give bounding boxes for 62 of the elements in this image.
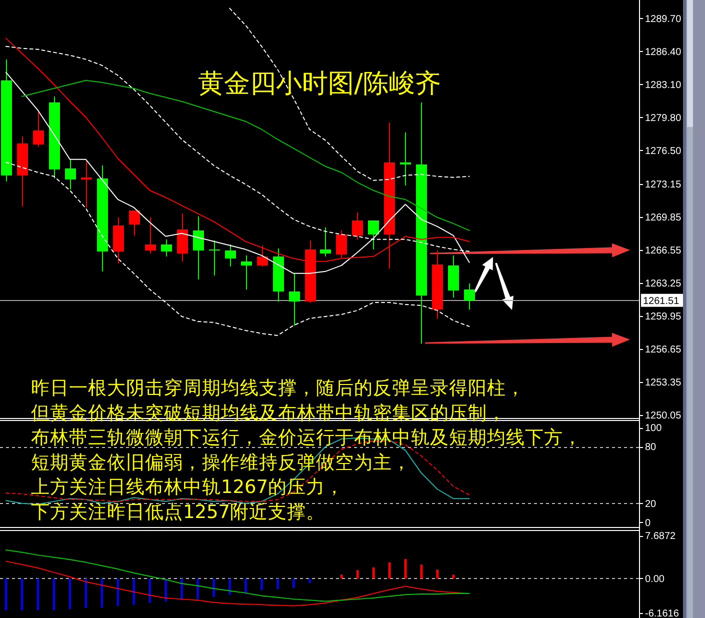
bar xyxy=(420,564,422,578)
y-tick-label: 0.00 xyxy=(645,574,665,585)
y-tick-label: 7.6872 xyxy=(645,531,676,542)
bar xyxy=(452,574,454,578)
y-tick-label: 0 xyxy=(645,518,651,529)
candlestick xyxy=(64,158,76,190)
bar xyxy=(228,578,231,595)
y-tick-label: 1283.10 xyxy=(645,80,682,91)
candlestick xyxy=(160,238,172,257)
y-tick-label: 1273.15 xyxy=(645,179,682,190)
candlestick xyxy=(288,272,300,326)
candlestick xyxy=(352,212,364,240)
annotation: 昨日一根大阴击穿周期均线支撑，随后的反弹呈录得阳柱， xyxy=(31,377,525,399)
y-tick-label: 1279.80 xyxy=(645,112,682,124)
y-tick-label: 1276.50 xyxy=(645,146,682,157)
bar xyxy=(116,578,119,606)
candlestick xyxy=(80,160,92,208)
bar xyxy=(340,574,343,578)
bar xyxy=(308,578,311,583)
ref-line-label: 1261.51 xyxy=(643,296,680,307)
bar xyxy=(196,578,199,600)
candlestick xyxy=(128,210,140,236)
candlestick xyxy=(144,216,156,254)
y-tick-label: 1250.05 xyxy=(645,410,682,422)
y-tick-label: 1286.40 xyxy=(645,46,682,58)
y-tick-label: 1263.25 xyxy=(645,278,682,290)
y-tick-label: 100 xyxy=(645,423,662,434)
bar xyxy=(84,578,87,608)
line-series xyxy=(5,550,470,602)
y-tick-label: 20 xyxy=(645,498,657,510)
y-tick-label: 1266.55 xyxy=(645,245,682,256)
y-tick-label: 1269.85 xyxy=(645,212,682,224)
y-tick-label: 1259.95 xyxy=(645,311,682,322)
bar xyxy=(148,578,151,603)
y-tick-label: 80 xyxy=(645,442,657,454)
candlestick xyxy=(464,282,476,310)
candlestick xyxy=(400,132,412,186)
bar xyxy=(164,578,167,602)
candlestick xyxy=(192,216,204,280)
y-tick-label: 1289.70 xyxy=(645,14,682,25)
annotation: 上方关注日线布林中轨1267的压力， xyxy=(31,476,344,498)
candlestick xyxy=(240,254,252,290)
y-tick-label: 1256.65 xyxy=(645,344,682,356)
bar xyxy=(132,578,135,605)
y-tick-label: -6.1616 xyxy=(645,608,680,618)
line-series xyxy=(5,162,470,336)
bar xyxy=(356,570,359,578)
candlestick xyxy=(368,220,380,250)
annotation: 下方关注昨日低点1257附近支撑。 xyxy=(31,501,326,523)
y-tick-label: 1253.35 xyxy=(645,377,682,388)
bar xyxy=(436,570,438,578)
bar xyxy=(244,578,247,592)
candlestick xyxy=(208,240,220,276)
candlestick xyxy=(32,110,44,147)
candlestick xyxy=(320,226,332,257)
bar xyxy=(100,578,103,608)
text: 黄金四小时图/陈峻齐 xyxy=(198,69,441,99)
bar xyxy=(180,578,183,600)
bar xyxy=(212,578,215,597)
candlestick xyxy=(336,230,348,259)
bar xyxy=(404,558,406,578)
candlestick xyxy=(224,244,236,267)
